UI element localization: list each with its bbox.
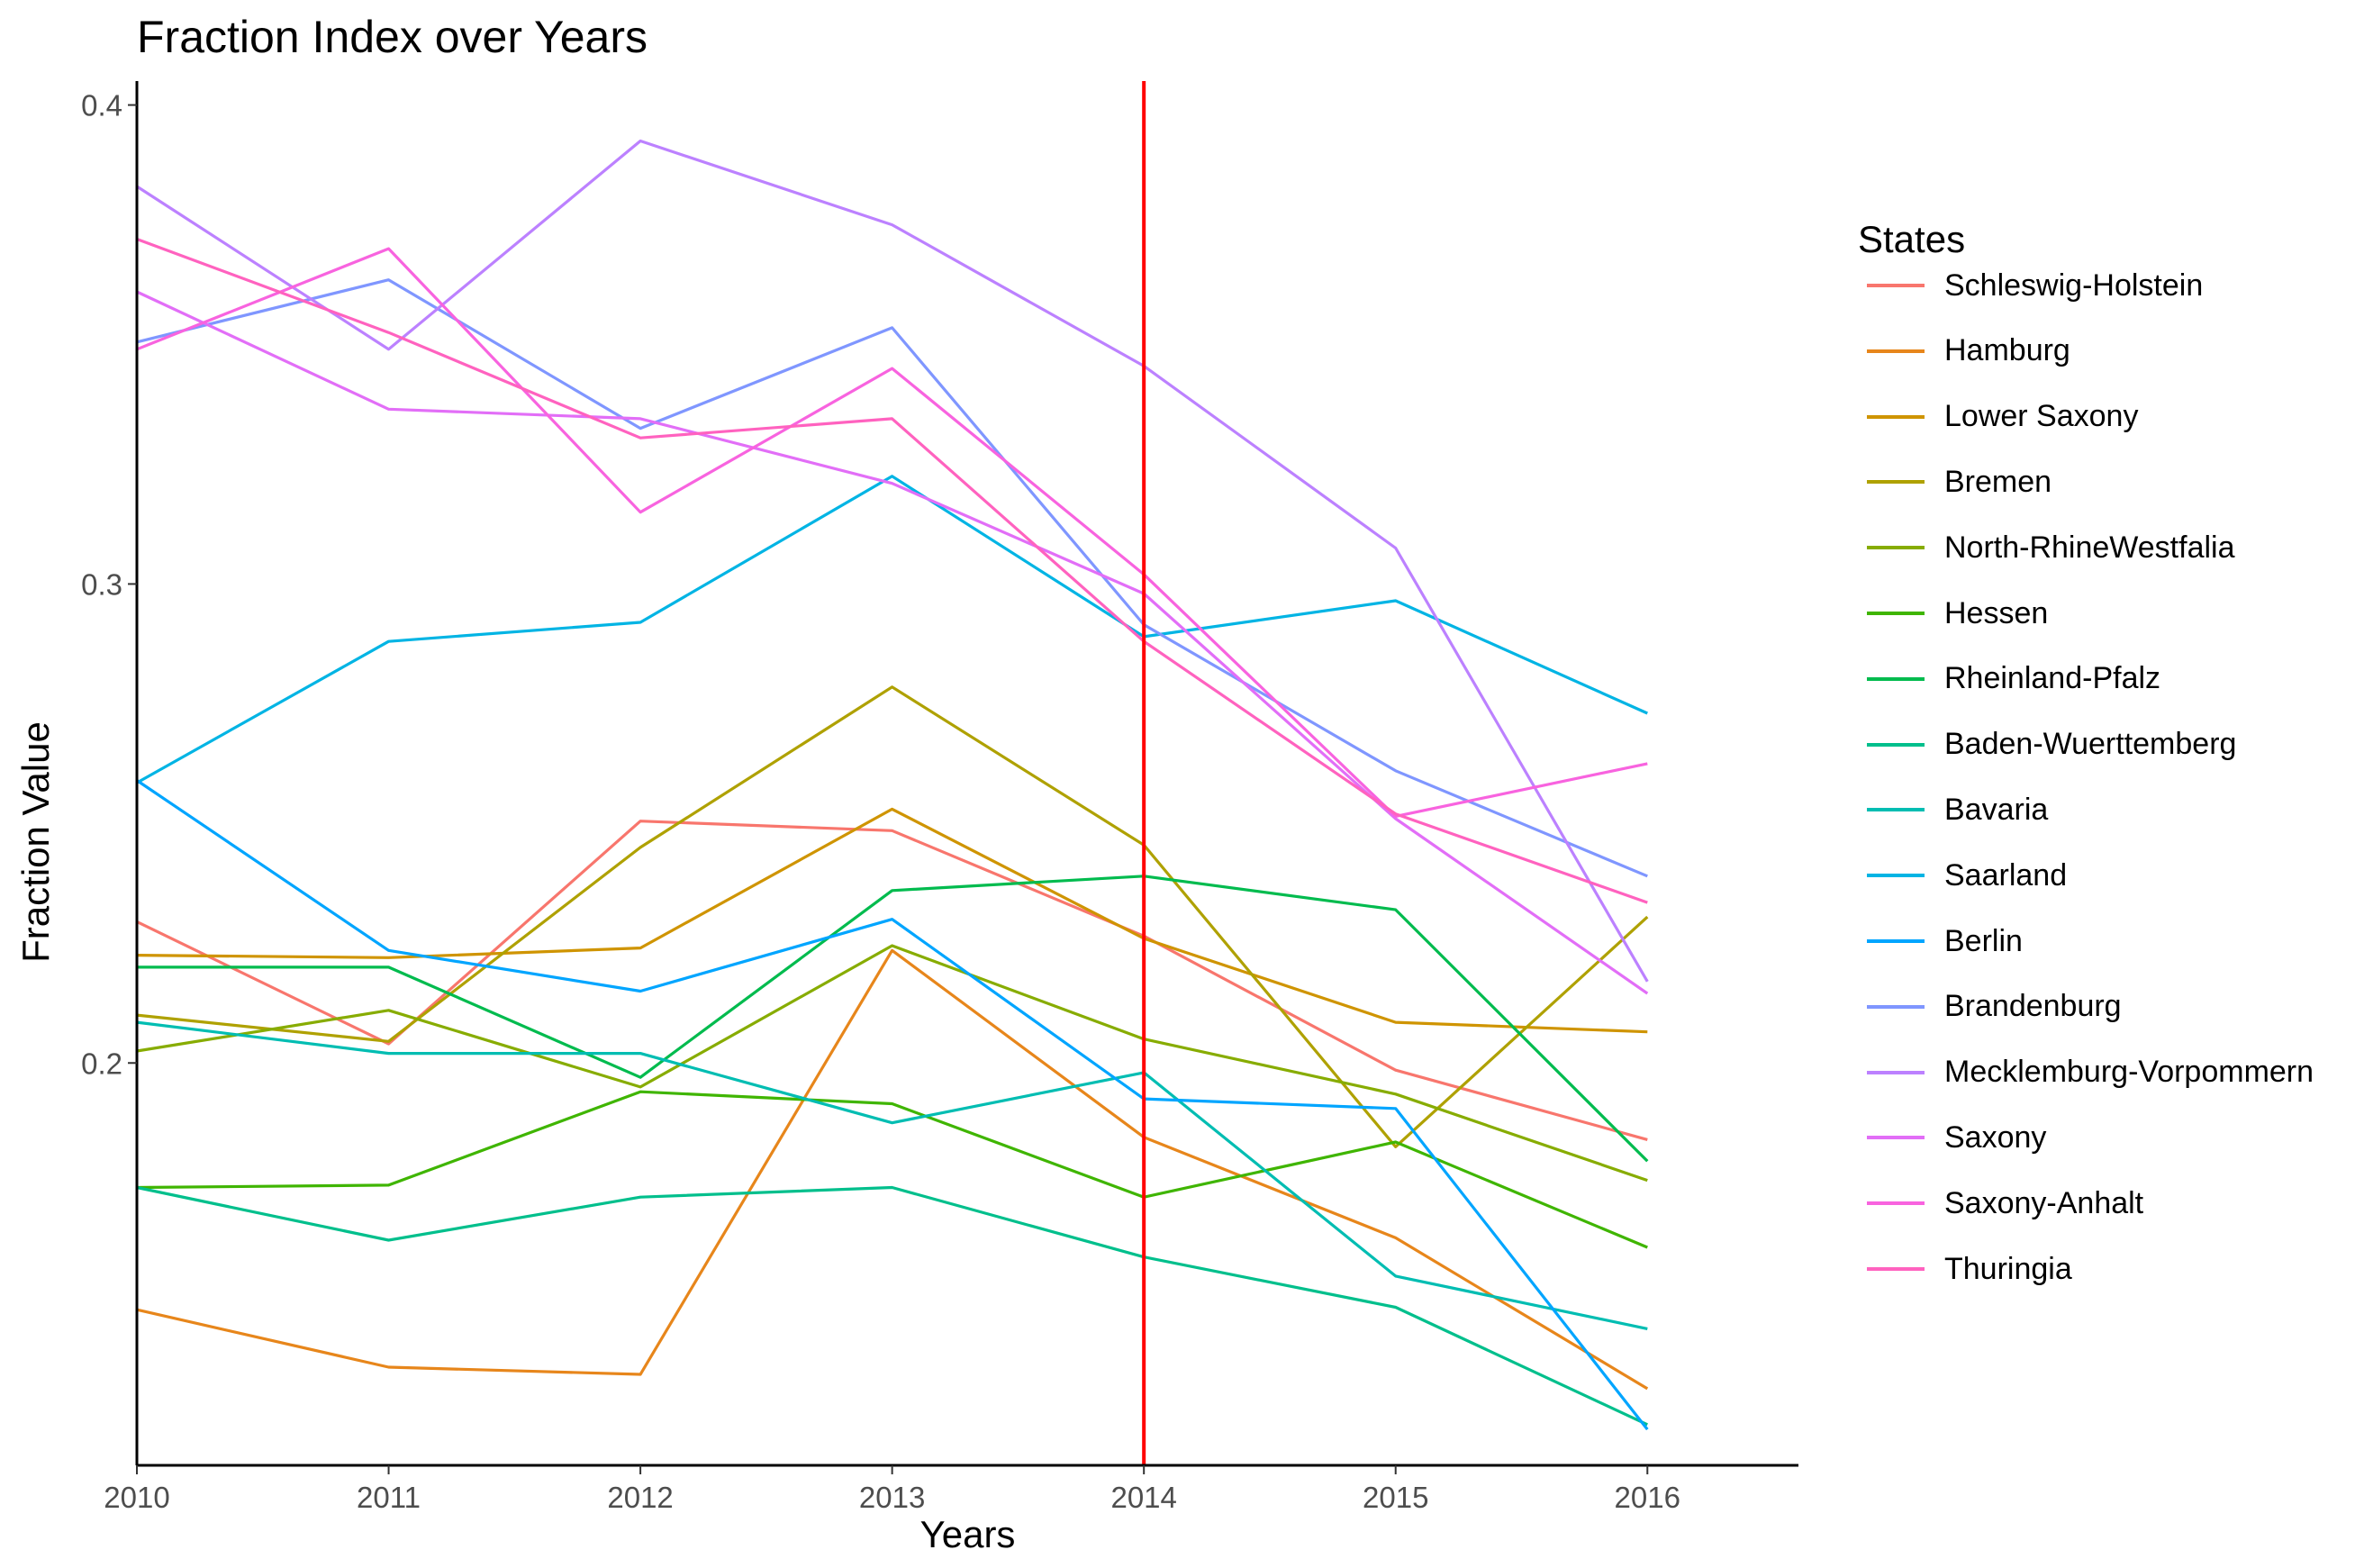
legend-key bbox=[1867, 1136, 1925, 1140]
legend-item-saarland: Saarland bbox=[1867, 856, 2067, 895]
legend-label: Thuringia bbox=[1944, 1251, 2072, 1286]
legend-label: Bavaria bbox=[1944, 792, 2049, 827]
series-line-bavaria bbox=[136, 1020, 1648, 1330]
legend-item-rheinland-pfalz: Rheinland-Pfalz bbox=[1867, 659, 2160, 699]
legend-label: Brandenburg bbox=[1944, 989, 2122, 1024]
legend-item-lower-saxony: Lower Saxony bbox=[1867, 397, 2138, 437]
series-line-hamburg bbox=[136, 948, 1649, 1391]
legend-key bbox=[1867, 1070, 1925, 1074]
legend-key bbox=[1867, 546, 1925, 550]
legend-item-schleswig-holstein: Schleswig-Holstein bbox=[1867, 266, 2203, 305]
legend-key bbox=[1867, 742, 1925, 747]
legend-label: Hamburg bbox=[1944, 333, 2070, 368]
legend-label: Saxony-Anhalt bbox=[1944, 1185, 2144, 1220]
legend-key bbox=[1867, 808, 1925, 812]
legend-key bbox=[1867, 349, 1925, 353]
chart-title: Fraction Index over Years bbox=[137, 12, 648, 62]
legend-label: Hessen bbox=[1944, 595, 2049, 630]
legend-item-hessen: Hessen bbox=[1867, 594, 2048, 633]
series-line-schleswig-holstein bbox=[136, 820, 1648, 1141]
y-tick-label: 0.2 bbox=[81, 1047, 122, 1080]
x-tick-label: 2014 bbox=[1110, 1481, 1176, 1514]
legend-label: Saarland bbox=[1944, 857, 2068, 893]
legend-key bbox=[1867, 284, 1925, 287]
x-tick-label: 2012 bbox=[607, 1481, 673, 1514]
legend-key bbox=[1867, 1201, 1925, 1206]
legend-item-mecklemburg-vorpommern: Mecklemburg-Vorpommern bbox=[1867, 1053, 2314, 1092]
legend-item-berlin: Berlin bbox=[1867, 921, 2023, 961]
x-tick-label: 2010 bbox=[104, 1481, 169, 1514]
legend-key bbox=[1867, 939, 1925, 943]
legend-label: Lower Saxony bbox=[1944, 399, 2139, 434]
x-tick-label: 2011 bbox=[357, 1481, 421, 1514]
series-line-lower-saxony bbox=[136, 807, 1648, 1034]
series-line-baden-wuerttemberg bbox=[136, 1185, 1648, 1427]
legend-label: Bremen bbox=[1944, 464, 2052, 499]
legend-item-hamburg: Hamburg bbox=[1867, 331, 2070, 371]
legend-item-saxony: Saxony bbox=[1867, 1118, 2046, 1157]
series-layer bbox=[136, 139, 1649, 1431]
legend-label: Mecklemburg-Vorpommern bbox=[1944, 1055, 2314, 1090]
series-line-mecklemburg-vorpommern bbox=[136, 139, 1649, 983]
series-line-saxony-anhalt bbox=[136, 247, 1648, 819]
legend-item-baden-wuerttemberg: Baden-Wuerttemberg bbox=[1867, 725, 2236, 765]
legend-label: Schleswig-Holstein bbox=[1944, 267, 2204, 303]
series-line-brandenburg bbox=[136, 278, 1648, 878]
series-line-saxony bbox=[136, 290, 1649, 995]
axes-layer bbox=[135, 81, 1798, 1467]
legend-label: Baden-Wuerttemberg bbox=[1944, 727, 2237, 762]
legend-item-north-rhinewestfalia: North-RhineWestfalia bbox=[1867, 528, 2235, 567]
legend-label: Saxony bbox=[1944, 1119, 2047, 1155]
legend-label: Rheinland-Pfalz bbox=[1944, 661, 2161, 696]
x-axis-title: Years bbox=[919, 1513, 1016, 1555]
legend-label: Berlin bbox=[1944, 923, 2023, 958]
legend-key bbox=[1867, 676, 1925, 681]
series-line-north-rhinewestfalia bbox=[136, 944, 1648, 1183]
y-tick-label: 0.4 bbox=[81, 89, 122, 122]
legend-item-saxony-anhalt: Saxony-Anhalt bbox=[1867, 1183, 2143, 1223]
legend-key bbox=[1867, 480, 1925, 485]
legend-item-bavaria: Bavaria bbox=[1867, 790, 2048, 829]
x-tick-label: 2015 bbox=[1363, 1481, 1428, 1514]
y-axis-title: Fraction Value bbox=[14, 721, 57, 963]
legend-item-bremen: Bremen bbox=[1867, 462, 2052, 502]
legend-label: North-RhineWestfalia bbox=[1944, 530, 2235, 565]
legend-title: States bbox=[1858, 218, 1966, 260]
series-line-saarland bbox=[136, 475, 1648, 784]
x-tick-label: 2013 bbox=[859, 1481, 925, 1514]
legend-item-thuringia: Thuringia bbox=[1867, 1249, 2072, 1289]
y-tick-label: 0.3 bbox=[81, 567, 122, 601]
legend-item-brandenburg: Brandenburg bbox=[1867, 987, 2122, 1027]
series-line-berlin bbox=[136, 779, 1649, 1431]
x-tick-label: 2016 bbox=[1615, 1481, 1680, 1514]
series-line-bremen bbox=[136, 685, 1649, 1148]
series-line-hessen bbox=[136, 1090, 1648, 1249]
legend-key bbox=[1867, 612, 1925, 615]
legend-key bbox=[1867, 1267, 1925, 1271]
legend-key bbox=[1867, 1004, 1925, 1009]
series-line-rheinland-pfalz bbox=[137, 875, 1649, 1163]
ticks-layer: 2010 2011 2012 2013 2014 2015 2016 0.2 0.3 0.4 bbox=[81, 89, 1680, 1514]
legend-key bbox=[1867, 414, 1925, 419]
legend-key bbox=[1867, 874, 1925, 878]
series-line-thuringia bbox=[136, 237, 1648, 904]
